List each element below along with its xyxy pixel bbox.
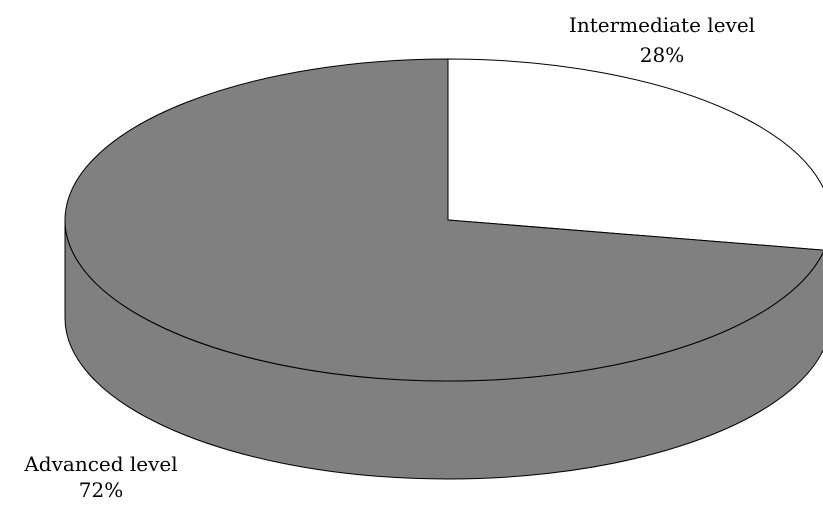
labels-layer: Intermediate level 28% Advanced level 72…	[23, 13, 755, 502]
slices-layer	[64, 58, 823, 480]
slice-top-0	[447, 58, 823, 251]
slice-label-advanced: Advanced level	[23, 452, 177, 476]
slice-label-intermediate: Intermediate level	[569, 13, 755, 37]
slice-value-intermediate: 28%	[640, 43, 684, 67]
slice-top-1	[64, 58, 823, 382]
slice-value-advanced: 72%	[79, 478, 123, 502]
